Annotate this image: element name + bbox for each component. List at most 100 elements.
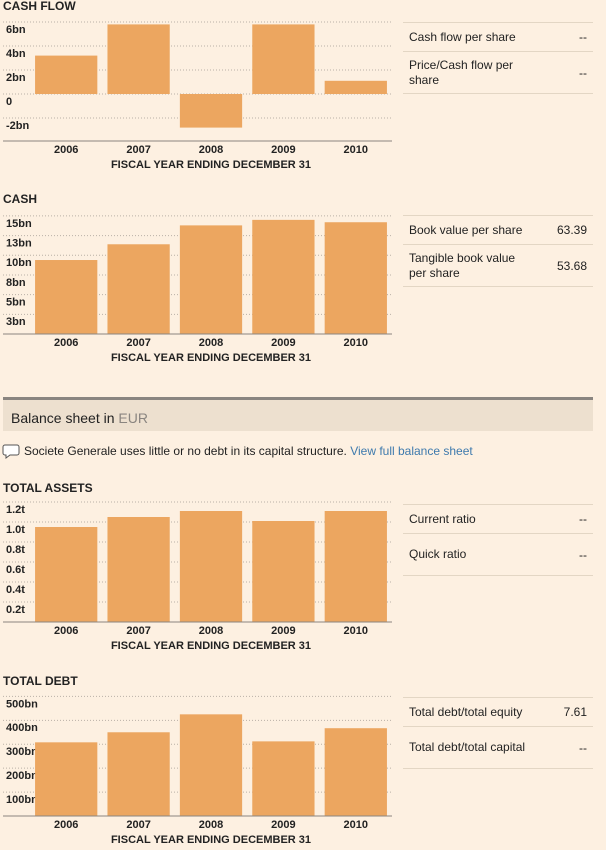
bar — [324, 511, 387, 622]
ratio-row: Price/Cash flow per share -- — [403, 51, 593, 94]
x-tick-label: 2007 — [126, 144, 150, 156]
bar — [252, 24, 315, 94]
x-tick-label: 2007 — [126, 337, 150, 349]
bar — [179, 714, 243, 816]
x-tick-label: 2006 — [54, 144, 78, 156]
ratio-table: Total debt/total equity 7.61 Total debt/to… — [403, 697, 593, 769]
chart-title: TOTAL ASSETS — [3, 481, 93, 495]
x-tick-label: 2009 — [271, 819, 295, 831]
y-tick-label: 10bn — [6, 257, 32, 269]
x-tick-label: 2008 — [199, 144, 223, 156]
section-title: Balance sheet in — [11, 410, 115, 426]
y-tick-label: 13bn — [6, 238, 32, 250]
y-tick-label: 1.2t — [6, 504, 25, 516]
x-tick-label: 2010 — [344, 819, 368, 831]
ratio-row: Book value per share 63.39 — [403, 215, 593, 244]
ratio-row: Cash flow per share -- — [403, 22, 593, 51]
x-axis-title: FISCAL YEAR ENDING DECEMBER 31 — [111, 834, 311, 846]
y-tick-label: 200bn — [6, 770, 38, 782]
y-tick-label: 100bn — [6, 794, 38, 806]
x-tick-label: 2009 — [271, 144, 295, 156]
x-tick-label: 2008 — [199, 337, 223, 349]
x-tick-label: 2010 — [344, 625, 368, 637]
debt-note: Societe Generale uses little or no debt … — [24, 444, 473, 458]
bar — [179, 94, 243, 128]
ratio-row: Tangible book value per share 53.68 — [403, 244, 593, 287]
bar — [252, 741, 315, 816]
ratio-row: Total debt/total equity 7.61 — [403, 697, 593, 726]
balance-sheet-link[interactable]: View full balance sheet — [350, 444, 473, 458]
ratio-row: Total debt/total capital -- — [403, 726, 593, 769]
bar — [324, 80, 387, 94]
y-tick-label: 8bn — [6, 277, 26, 289]
x-tick-label: 2010 — [344, 337, 368, 349]
ratio-row: Quick ratio -- — [403, 533, 593, 576]
ratio-value: 63.39 — [556, 223, 587, 237]
ratio-value: -- — [579, 547, 587, 562]
x-tick-label: 2006 — [54, 819, 78, 831]
bar — [35, 55, 98, 94]
chart-title: CASH — [3, 192, 37, 206]
y-tick-label: 2bn — [6, 72, 26, 84]
comment-icon — [2, 444, 20, 459]
ratio-value: 7.61 — [563, 705, 587, 719]
ratio-label: Current ratio — [409, 511, 476, 526]
bar — [324, 728, 387, 816]
bar — [179, 225, 243, 334]
ratio-value: -- — [579, 65, 587, 80]
currency: EUR — [118, 410, 148, 426]
x-tick-label: 2009 — [271, 625, 295, 637]
ratio-label: Cash flow per share — [409, 29, 516, 44]
x-tick-label: 2007 — [126, 819, 150, 831]
bar — [252, 219, 315, 334]
bar — [179, 511, 243, 622]
bar — [252, 521, 315, 622]
x-axis-title: FISCAL YEAR ENDING DECEMBER 31 — [111, 159, 311, 171]
ratio-label: Total debt/total equity — [409, 704, 523, 719]
balance-sheet-header: Balance sheet in EUR — [3, 397, 593, 431]
y-tick-label: 0.8t — [6, 544, 25, 556]
note-text: Societe Generale uses little or no debt … — [24, 444, 347, 458]
y-tick-label: 1.0t — [6, 524, 25, 536]
bar — [35, 260, 98, 334]
ratio-value: -- — [579, 30, 587, 44]
y-tick-label: 300bn — [6, 746, 38, 758]
bar — [107, 24, 170, 94]
x-tick-label: 2010 — [344, 144, 368, 156]
chart-title: CASH FLOW — [3, 0, 76, 13]
y-tick-label: 5bn — [6, 297, 26, 309]
x-tick-label: 2006 — [54, 625, 78, 637]
x-tick-label: 2007 — [126, 625, 150, 637]
bar — [35, 742, 98, 816]
bar — [107, 517, 170, 622]
y-tick-label: 6bn — [6, 24, 26, 36]
ratio-value: 53.68 — [556, 258, 587, 273]
y-tick-label: 400bn — [6, 722, 38, 734]
ratio-table: Book value per share 63.39 Tangible book v… — [403, 215, 593, 287]
x-tick-label: 2008 — [199, 625, 223, 637]
ratio-label: Price/Cash flow per share — [409, 57, 514, 87]
ratio-value: -- — [579, 512, 587, 526]
ratio-label: Quick ratio — [409, 547, 467, 561]
y-tick-label: 15bn — [6, 218, 32, 230]
y-tick-label: 0.2t — [6, 604, 25, 616]
chart-title: TOTAL DEBT — [3, 674, 78, 688]
x-axis-title: FISCAL YEAR ENDING DECEMBER 31 — [111, 352, 311, 364]
x-tick-label: 2006 — [54, 337, 78, 349]
y-tick-label: -2bn — [6, 120, 30, 132]
ratio-row: Current ratio -- — [403, 504, 593, 533]
y-tick-label: 0 — [6, 96, 12, 108]
x-axis-title: FISCAL YEAR ENDING DECEMBER 31 — [111, 640, 311, 652]
ratio-table: Cash flow per share -- Price/Cash flow per… — [403, 22, 593, 94]
ratio-label: Total debt/total capital — [409, 740, 526, 754]
bar — [107, 244, 170, 334]
bar — [107, 732, 170, 816]
x-tick-label: 2008 — [199, 819, 223, 831]
ratio-label: Tangible book value per share — [409, 250, 516, 280]
y-tick-label: 500bn — [6, 698, 38, 710]
y-tick-label: 0.6t — [6, 564, 25, 576]
x-tick-label: 2009 — [271, 337, 295, 349]
y-tick-label: 3bn — [6, 316, 26, 328]
